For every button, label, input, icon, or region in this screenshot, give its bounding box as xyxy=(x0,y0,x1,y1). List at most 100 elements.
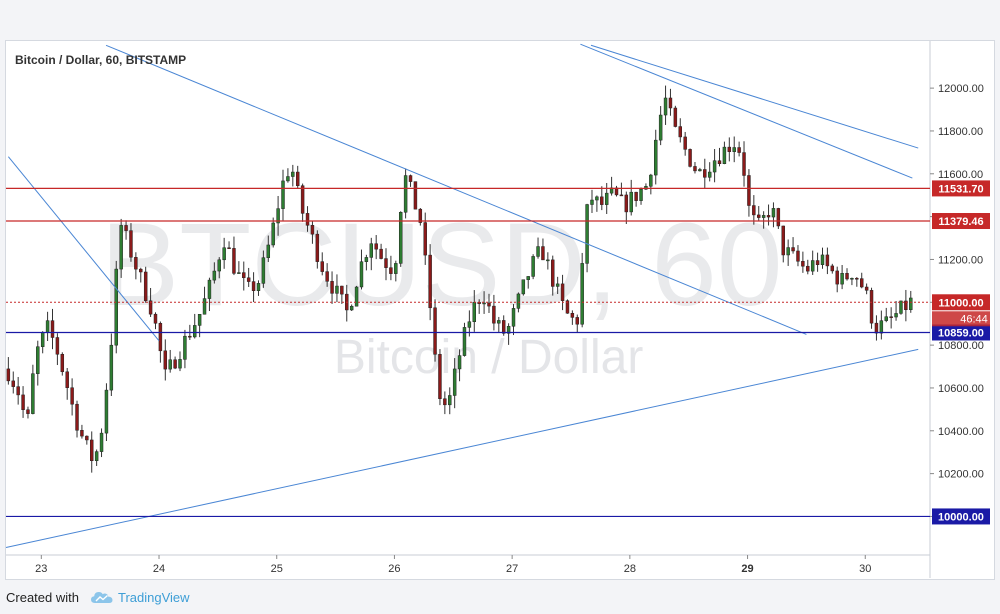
candle-body xyxy=(369,243,374,258)
x-tick-label: 26 xyxy=(388,563,400,575)
candle-body xyxy=(448,395,452,406)
candle-body xyxy=(717,160,722,164)
candle-body xyxy=(384,258,388,268)
candle-body xyxy=(457,355,462,370)
trendline xyxy=(5,348,919,548)
level-price-label: 11379.46 xyxy=(938,216,983,228)
candle-body xyxy=(869,290,874,324)
chart-panel[interactable] xyxy=(5,40,995,580)
candle-body xyxy=(639,188,643,201)
candle-body xyxy=(575,317,579,325)
candle-body xyxy=(742,152,746,176)
candle-body xyxy=(212,270,217,281)
y-tick-label: 10200.00 xyxy=(938,469,984,481)
cloud-icon xyxy=(90,592,113,603)
candle-body xyxy=(874,322,879,334)
candle-body xyxy=(658,114,663,141)
candle-body xyxy=(899,300,903,314)
candle-body xyxy=(492,305,496,324)
candle-body xyxy=(820,254,825,265)
candle-body xyxy=(173,359,177,369)
candle-body xyxy=(124,225,128,231)
last-price-label: 11000.00 xyxy=(938,297,983,309)
x-tick-label: 24 xyxy=(153,563,165,575)
level-price-label: 10000.00 xyxy=(938,511,984,523)
watermark-name: Bitcoin / Dollar xyxy=(334,331,643,384)
y-tick-label: 10600.00 xyxy=(938,383,984,395)
candle-body xyxy=(860,278,864,288)
candle-body xyxy=(394,263,398,274)
candle-body xyxy=(521,279,526,295)
candle-body xyxy=(178,359,182,369)
candle-body xyxy=(379,248,383,259)
candle-body xyxy=(398,212,403,264)
candle-body xyxy=(153,313,158,324)
countdown-label: 46:44 xyxy=(960,313,988,325)
candle-body xyxy=(129,230,133,258)
candle-body xyxy=(884,316,888,321)
candle-body xyxy=(222,247,226,261)
candle-body xyxy=(232,248,236,274)
candle-body xyxy=(781,225,785,256)
candle-body xyxy=(600,196,604,205)
candle-body xyxy=(354,286,359,307)
level-price-tag xyxy=(932,213,990,230)
y-tick-label: 11800.00 xyxy=(938,126,983,138)
candle-body xyxy=(487,302,491,307)
candle-body xyxy=(408,175,413,182)
candle-body xyxy=(168,359,172,370)
candle-body xyxy=(835,270,839,285)
candle-body xyxy=(26,409,30,414)
candle-body xyxy=(271,222,275,246)
candle-body xyxy=(707,171,712,178)
candle-body xyxy=(855,277,859,280)
candle-body xyxy=(403,175,408,213)
candle-body xyxy=(374,243,378,250)
candle-body xyxy=(511,308,516,327)
candle-body xyxy=(801,261,805,267)
candle-body xyxy=(16,386,20,396)
candle-body xyxy=(766,215,771,218)
candle-body xyxy=(202,298,207,315)
candle-body xyxy=(850,277,854,280)
countdown-tag xyxy=(932,311,990,327)
candle-body xyxy=(570,313,575,318)
candle-body xyxy=(757,214,761,218)
x-tick-label: 23 xyxy=(35,563,47,575)
candle-body xyxy=(864,286,869,291)
candle-body xyxy=(698,169,702,172)
level-price-tag xyxy=(932,508,990,525)
level-price-label: 11531.70 xyxy=(938,183,983,195)
candle-body xyxy=(433,307,437,355)
candle-body xyxy=(246,277,251,282)
tradingview-logo[interactable]: TradingView xyxy=(90,590,190,605)
x-tick-label: 30 xyxy=(859,563,871,575)
candle-body xyxy=(80,430,84,437)
level-price-label: 10859.00 xyxy=(938,327,984,339)
candle-body xyxy=(845,273,849,280)
candle-body xyxy=(673,107,678,127)
chart-title: Bitcoin / Dollar, 60, BITSTAMP xyxy=(15,53,187,67)
candle-body xyxy=(786,247,790,256)
candle-body xyxy=(732,147,736,152)
candle-body xyxy=(6,368,11,382)
candle-body xyxy=(55,337,60,355)
candle-body xyxy=(423,222,427,256)
y-tick-label: 11200.00 xyxy=(938,254,983,266)
trendline xyxy=(580,43,913,179)
y-tick-label: 10800.00 xyxy=(938,340,984,352)
trendline xyxy=(590,44,919,149)
candle-body xyxy=(389,267,393,274)
candle-body xyxy=(909,297,913,310)
candle-body xyxy=(364,257,369,262)
candle-body xyxy=(497,320,501,324)
candle-body xyxy=(693,166,697,172)
candle-body xyxy=(467,321,472,328)
candle-body xyxy=(634,191,638,201)
candle-body xyxy=(286,176,290,182)
candle-body xyxy=(506,326,511,334)
candle-body xyxy=(747,175,751,206)
candle-body xyxy=(482,302,486,305)
candle-body xyxy=(330,281,334,294)
